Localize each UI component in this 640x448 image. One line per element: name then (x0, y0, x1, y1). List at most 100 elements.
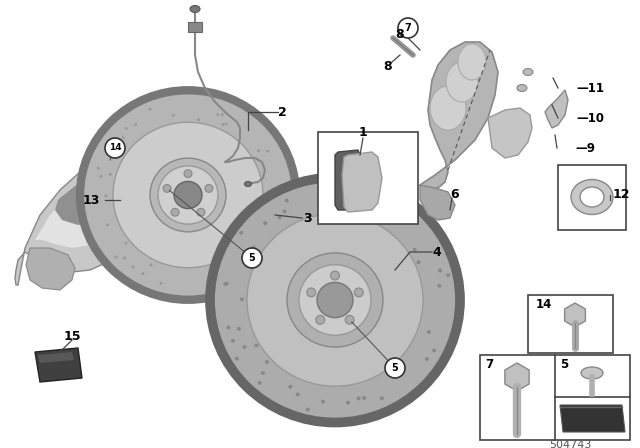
Ellipse shape (99, 175, 102, 178)
Ellipse shape (273, 219, 276, 222)
Ellipse shape (438, 268, 442, 272)
Ellipse shape (278, 215, 282, 219)
Ellipse shape (148, 108, 152, 111)
Ellipse shape (205, 185, 213, 192)
Ellipse shape (223, 282, 227, 286)
Text: 1: 1 (358, 125, 367, 138)
Ellipse shape (523, 69, 533, 76)
Ellipse shape (150, 263, 152, 266)
Text: 7: 7 (404, 23, 412, 33)
Ellipse shape (174, 181, 202, 209)
Text: 13: 13 (83, 194, 100, 207)
Ellipse shape (225, 261, 228, 264)
Text: 504743: 504743 (549, 440, 591, 448)
Polygon shape (35, 172, 142, 248)
Ellipse shape (243, 345, 246, 349)
Ellipse shape (124, 242, 127, 245)
Ellipse shape (109, 173, 112, 176)
Ellipse shape (134, 123, 137, 126)
Polygon shape (560, 405, 625, 432)
Ellipse shape (265, 360, 269, 364)
Ellipse shape (321, 400, 325, 404)
Ellipse shape (316, 315, 325, 324)
Ellipse shape (261, 371, 265, 375)
Ellipse shape (172, 114, 175, 117)
Text: 5: 5 (560, 358, 568, 371)
Polygon shape (35, 348, 82, 382)
Ellipse shape (225, 282, 228, 286)
Circle shape (242, 248, 262, 268)
Ellipse shape (252, 246, 255, 250)
Text: 8: 8 (384, 60, 392, 73)
Ellipse shape (283, 209, 287, 213)
Text: 5: 5 (392, 363, 398, 373)
Ellipse shape (258, 381, 262, 385)
Polygon shape (420, 42, 498, 190)
Ellipse shape (108, 140, 111, 143)
Ellipse shape (269, 214, 271, 216)
Ellipse shape (231, 339, 235, 343)
Ellipse shape (446, 62, 478, 102)
Text: 14: 14 (109, 143, 122, 152)
Ellipse shape (296, 392, 300, 396)
Ellipse shape (285, 198, 289, 202)
Ellipse shape (458, 44, 486, 80)
Polygon shape (342, 152, 382, 212)
Ellipse shape (141, 272, 145, 275)
Ellipse shape (287, 253, 383, 347)
Ellipse shape (263, 221, 268, 225)
Ellipse shape (244, 181, 252, 186)
Text: —10: —10 (576, 112, 604, 125)
Ellipse shape (158, 166, 218, 224)
Ellipse shape (288, 385, 292, 389)
Ellipse shape (80, 90, 296, 300)
Text: —11: —11 (576, 82, 604, 95)
Ellipse shape (399, 372, 403, 376)
Polygon shape (15, 158, 152, 285)
Ellipse shape (244, 255, 248, 259)
Ellipse shape (237, 327, 241, 331)
Ellipse shape (425, 357, 429, 361)
Text: 6: 6 (451, 189, 460, 202)
Ellipse shape (247, 214, 423, 386)
Text: 4: 4 (433, 246, 442, 258)
Ellipse shape (216, 280, 220, 284)
Ellipse shape (317, 282, 353, 318)
Ellipse shape (417, 260, 420, 264)
Ellipse shape (580, 187, 604, 207)
Text: 8: 8 (396, 29, 404, 42)
Ellipse shape (446, 273, 451, 277)
Bar (318, 132, 418, 224)
Polygon shape (38, 352, 74, 363)
Ellipse shape (106, 224, 109, 226)
Circle shape (105, 138, 125, 158)
Ellipse shape (227, 326, 230, 329)
Ellipse shape (190, 5, 200, 13)
Polygon shape (420, 185, 455, 220)
Bar (528, 295, 613, 353)
Ellipse shape (346, 401, 350, 405)
Ellipse shape (393, 215, 397, 219)
Ellipse shape (123, 257, 126, 259)
Ellipse shape (362, 396, 366, 400)
Ellipse shape (385, 220, 388, 224)
Ellipse shape (225, 122, 228, 125)
Ellipse shape (330, 271, 339, 280)
Ellipse shape (216, 279, 219, 281)
Ellipse shape (150, 158, 226, 232)
Ellipse shape (171, 208, 179, 216)
Text: 14: 14 (536, 298, 552, 311)
Ellipse shape (235, 357, 239, 361)
Ellipse shape (131, 266, 134, 268)
Ellipse shape (356, 396, 360, 401)
Ellipse shape (210, 177, 460, 422)
Ellipse shape (517, 85, 527, 91)
Ellipse shape (427, 330, 431, 334)
Bar (188, 22, 202, 32)
Ellipse shape (380, 396, 384, 400)
Text: 2: 2 (278, 105, 286, 119)
Ellipse shape (432, 349, 436, 353)
Ellipse shape (257, 149, 260, 152)
Text: 15: 15 (63, 329, 81, 343)
Polygon shape (335, 150, 362, 210)
